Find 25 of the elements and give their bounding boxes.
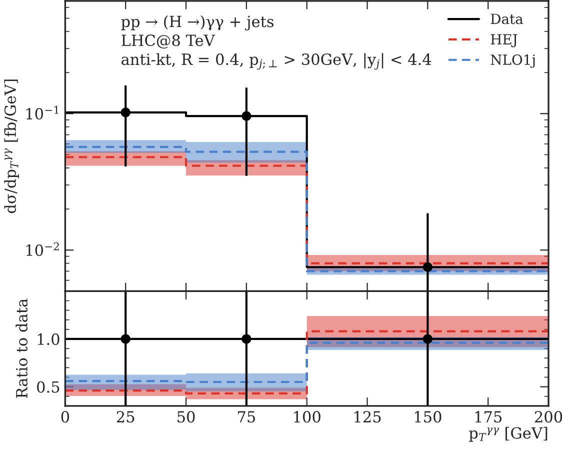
x-tick-label: 50 [178,411,195,423]
x-tick-label: 200 [534,411,562,423]
y-tick-label: 1.0 [38,333,60,345]
y-axis-title: Ratio to data [16,298,28,398]
x-tick-label: 25 [116,411,134,423]
y-axis-title: dσ/dp$_{T}$$^{γγ}$ [fb/GeV] [4,80,19,214]
y-tick-label: 0.5 [37,381,60,393]
point [242,111,252,121]
x-axis-title: p$_{T}$$^{γγ}$ [GeV] [469,426,548,442]
point [120,108,130,118]
x-tick-label: 0 [61,411,70,423]
annotation: anti-kt, R = 0.4, p$_{j;⊥}$ > 30GeV, |y$_{j}$| < 4.4 [122,53,432,70]
annotation: LHC@8 TeV [122,34,216,49]
x-tick-label: 125 [354,411,381,423]
y-tick-label: 10$^{−2}$ [26,242,59,256]
x-tick-label: 100 [294,411,320,423]
legend-label: Data [490,14,523,24]
annotation: pp → (H →)γγ + jets [121,15,274,30]
legend-label: NLO1j [490,54,535,68]
legend-label: HEJ [490,34,518,48]
y-tick-label: 10$^{−1}$ [26,106,58,120]
x-tick-label: 75 [238,411,255,423]
x-tick-label: 150 [414,411,442,423]
x-tick-label: 175 [475,411,502,423]
point [422,262,433,272]
